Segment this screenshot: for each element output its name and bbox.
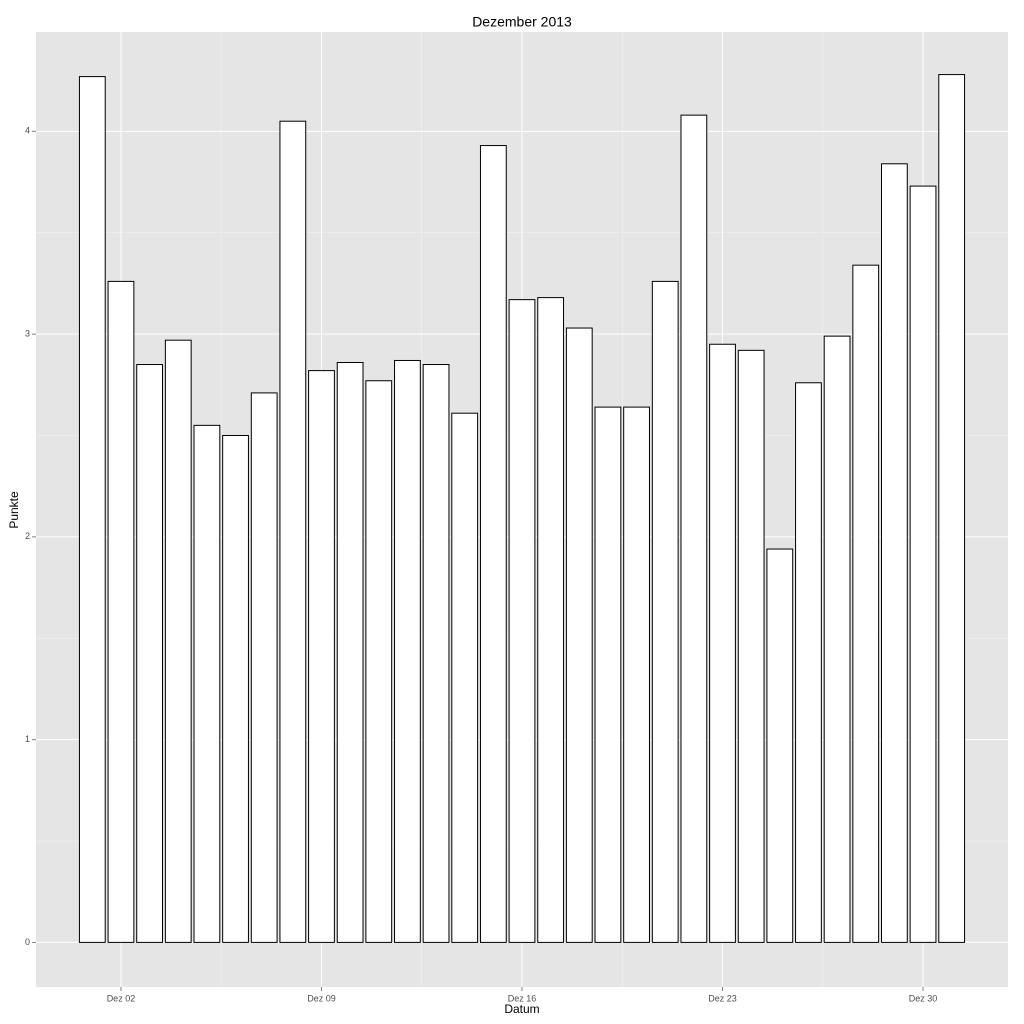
- bar: [651, 280, 679, 943]
- bar: [394, 359, 421, 943]
- x-tick-label: Dez 23: [708, 993, 737, 1003]
- y-tick-label: 1: [25, 734, 30, 744]
- x-tick-label: Dez 09: [307, 993, 336, 1003]
- y-tick-label: 0: [25, 937, 30, 947]
- bar: [909, 185, 937, 943]
- bar: [451, 412, 479, 943]
- bar: [880, 163, 908, 943]
- bar: [136, 364, 164, 943]
- bar: [78, 76, 106, 943]
- bar: [308, 370, 335, 943]
- bar: [336, 361, 364, 943]
- bar: [537, 297, 565, 943]
- bar: [508, 299, 536, 943]
- bar: [823, 335, 851, 943]
- bar: [193, 424, 221, 943]
- bar: [938, 74, 966, 943]
- bar: [222, 434, 249, 943]
- x-tick-label: Dez 30: [909, 993, 938, 1003]
- chart-title: Dezember 2013: [472, 14, 572, 30]
- bar: [479, 145, 507, 943]
- bar: [766, 548, 794, 943]
- bar: [164, 339, 192, 943]
- bar: [737, 349, 765, 943]
- x-axis-title: Datum: [504, 1002, 539, 1016]
- y-axis-title: Punkte: [7, 491, 21, 529]
- bar: [680, 114, 708, 943]
- bar: [279, 120, 307, 943]
- bar: [623, 406, 650, 943]
- bar: [107, 280, 135, 943]
- y-tick-label: 3: [25, 328, 30, 338]
- y-tick-label: 4: [25, 126, 30, 136]
- bar: [365, 380, 393, 943]
- x-tick-label: Dez 02: [107, 993, 136, 1003]
- bar: [709, 343, 736, 943]
- bar: [250, 392, 278, 943]
- bar: [594, 406, 622, 943]
- bar: [422, 364, 450, 943]
- bar: [852, 264, 880, 943]
- x-tick-label: Dez 16: [508, 993, 537, 1003]
- bar: [565, 327, 593, 943]
- bar: [795, 382, 822, 943]
- y-tick-label: 2: [25, 531, 30, 541]
